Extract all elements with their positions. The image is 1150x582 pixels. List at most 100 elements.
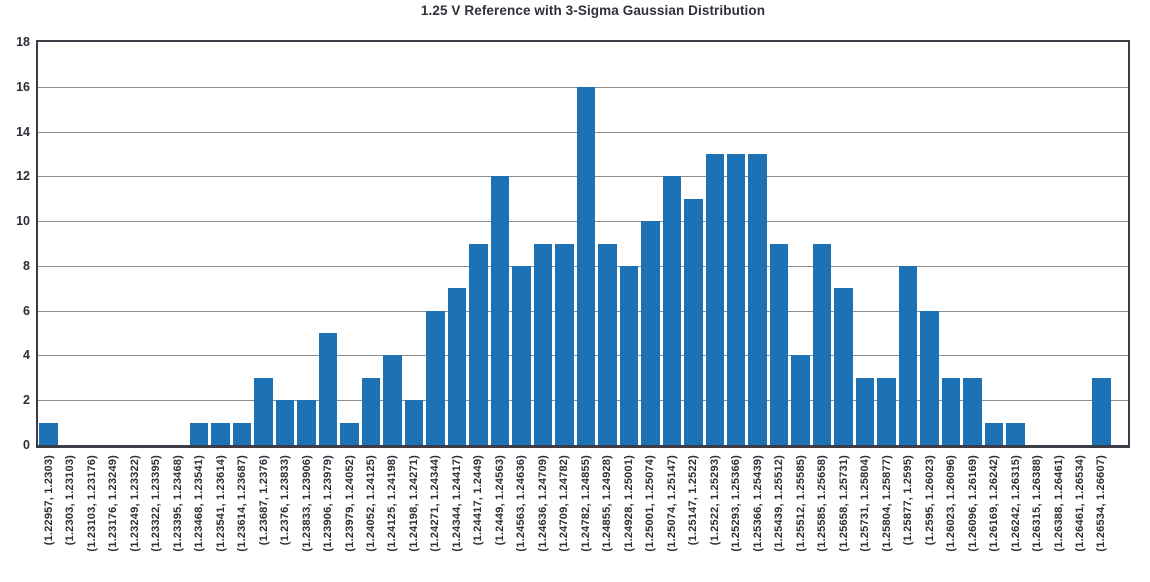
x-tick-cell: (1.22957, 1.2303) <box>38 455 59 552</box>
histogram-bar <box>254 377 273 445</box>
bar-slot <box>790 42 811 445</box>
bar-slot <box>768 42 789 445</box>
x-tick-cell: (1.23322, 1.23395) <box>145 455 166 552</box>
bar-slot <box>683 42 704 445</box>
y-tick-label: 8 <box>23 258 30 273</box>
x-tick-label: (1.24709, 1.24782) <box>558 455 571 552</box>
histogram-bar <box>447 288 467 445</box>
x-tick-cell: (1.25804, 1.25877) <box>876 455 897 552</box>
x-tick-cell: (1.2522, 1.25293) <box>704 455 725 552</box>
y-tick-label: 12 <box>16 169 30 184</box>
bar-slot <box>811 42 832 445</box>
histogram-bar <box>812 243 832 445</box>
bar-slot <box>1069 42 1090 445</box>
bar-slot <box>661 42 682 445</box>
x-tick-label: (1.2449, 1.24563) <box>493 455 506 546</box>
x-tick-cell: (1.25074, 1.25147) <box>661 455 682 552</box>
x-tick-cell: (1.24271, 1.24344) <box>425 455 446 552</box>
bar-slot <box>575 42 596 445</box>
x-tick-label: (1.24344, 1.24417) <box>450 455 463 552</box>
x-tick-label: (1.26169, 1.26242) <box>988 455 1001 552</box>
x-tick-cell: (1.25658, 1.25731) <box>833 455 854 552</box>
x-tick-label: (1.24052, 1.24125) <box>365 455 377 552</box>
histogram-bar <box>469 243 488 445</box>
x-tick-label: (1.25293, 1.25366) <box>730 455 743 552</box>
bar-slot <box>274 42 295 445</box>
histogram-bar <box>1006 422 1025 445</box>
bar-slot <box>167 42 188 445</box>
histogram-bar <box>641 221 660 445</box>
bar-slot <box>489 42 510 445</box>
y-tick-label: 0 <box>23 438 30 452</box>
histogram-bar <box>361 377 381 445</box>
bar-slot <box>532 42 553 445</box>
bar-slot <box>403 42 424 445</box>
x-tick-label: (1.23395, 1.23468) <box>171 455 184 552</box>
bar-slot <box>360 42 381 445</box>
bar-slot <box>253 42 274 445</box>
x-tick-cell: (1.25366, 1.25439) <box>747 455 768 552</box>
bar-slot <box>1026 42 1047 445</box>
x-tick-label: (1.24198, 1.24271) <box>407 455 420 552</box>
y-tick-label: 6 <box>23 303 30 318</box>
x-tick-label: (1.23541, 1.23614) <box>214 455 227 552</box>
x-tick-cell: (1.25585, 1.25658) <box>811 455 832 552</box>
x-tick-cell: (1.23614, 1.23687) <box>231 455 252 552</box>
bar-slot <box>940 42 961 445</box>
histogram-bar <box>211 422 230 445</box>
y-tick-label: 2 <box>23 393 30 408</box>
bar-slot <box>1091 42 1112 445</box>
bar-slot <box>102 42 123 445</box>
histogram-bar <box>383 355 402 445</box>
x-tick-label: (1.25877, 1.2595) <box>902 455 915 546</box>
bar-slot <box>704 42 725 445</box>
histogram-bar <box>941 377 961 445</box>
histogram-bar <box>619 265 639 445</box>
histogram-bar <box>404 400 424 445</box>
histogram-bar <box>318 333 338 445</box>
histogram-bar <box>748 153 767 445</box>
chart-title: 1.25 V Reference with 3-Sigma Gaussian D… <box>420 3 766 18</box>
x-tick-label: (1.24125, 1.24198) <box>386 455 399 552</box>
x-tick-cell: (1.24855, 1.24928) <box>597 455 618 552</box>
y-tick-label: 4 <box>23 348 30 363</box>
histogram-bar <box>533 243 553 445</box>
histogram-bar <box>576 86 596 445</box>
y-tick-label: 18 <box>16 35 30 49</box>
bar-slot <box>876 42 897 445</box>
histogram-bar <box>512 265 531 445</box>
x-tick-label: (1.25439, 1.25512) <box>773 455 786 552</box>
x-tick-cell: (1.24198, 1.24271) <box>403 455 424 552</box>
bar-slot <box>339 42 360 445</box>
bar-slot <box>833 42 854 445</box>
histogram-bar <box>726 153 746 445</box>
x-tick-cell: (1.23906, 1.23979) <box>317 455 338 552</box>
x-tick-cell: (1.23833, 1.23906) <box>296 455 317 552</box>
histogram-bar <box>705 153 724 445</box>
x-tick-cell: (1.24052, 1.24125) <box>360 455 381 552</box>
x-tick-label: (1.25512, 1.25585) <box>794 455 807 552</box>
x-tick-label: (1.25585, 1.25658) <box>816 455 829 552</box>
x-tick-label: (1.2303, 1.23103) <box>64 455 77 546</box>
x-tick-label: (1.2376, 1.23833) <box>279 455 292 546</box>
histogram-bar <box>1092 377 1111 445</box>
bar-slot <box>554 42 575 445</box>
x-tick-cell: (1.23176, 1.23249) <box>102 455 123 552</box>
x-tick-label: (1.23103, 1.23176) <box>85 455 98 552</box>
x-tick-cell: (1.23468, 1.23541) <box>188 455 209 552</box>
histogram-bar <box>920 310 939 445</box>
x-tick-label: (1.25658, 1.25731) <box>837 455 850 552</box>
histogram-bar <box>791 355 810 445</box>
x-tick-cell: (1.23687, 1.2376) <box>253 455 274 552</box>
bar-slot <box>296 42 317 445</box>
x-tick-label: (1.26461, 1.26534) <box>1073 455 1086 552</box>
x-tick-cell: (1.2376, 1.23833) <box>274 455 295 552</box>
x-tick-cell: (1.26023, 1.26096) <box>940 455 961 552</box>
bar-slot <box>81 42 102 445</box>
x-tick-label: (1.25001, 1.25074) <box>644 455 657 552</box>
x-tick-cell: (1.23979, 1.24052) <box>339 455 360 552</box>
x-tick-cell: (1.26169, 1.26242) <box>983 455 1004 552</box>
x-tick-cell: (1.25731, 1.25804) <box>854 455 875 552</box>
histogram-bar <box>898 265 918 445</box>
x-tick-cell: (1.24563, 1.24636) <box>511 455 532 552</box>
